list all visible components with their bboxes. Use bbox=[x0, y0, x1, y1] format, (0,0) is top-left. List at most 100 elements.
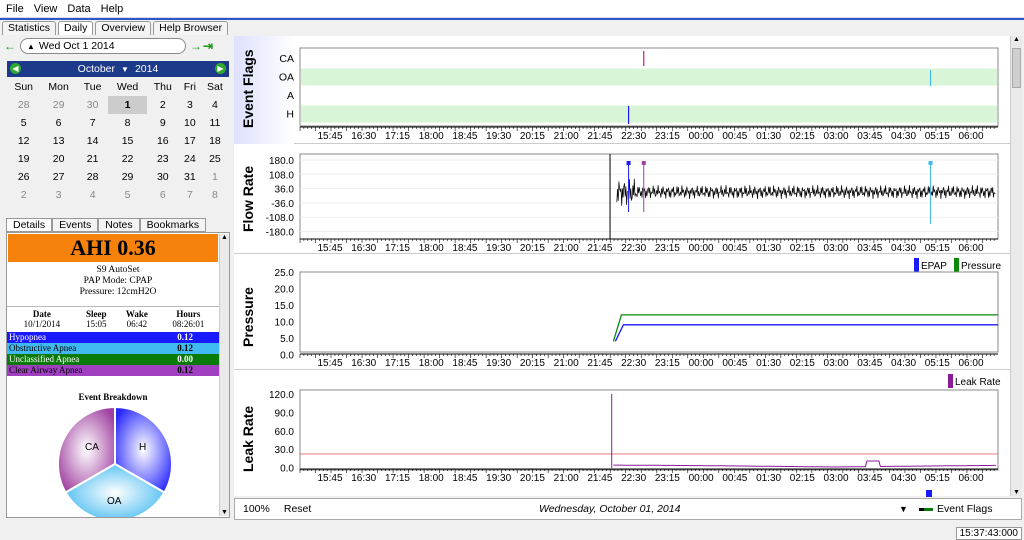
calendar-day[interactable]: 24 bbox=[184, 153, 196, 165]
calendar-day[interactable]: 7 bbox=[89, 117, 96, 129]
calendar-day[interactable]: 18 bbox=[209, 135, 221, 147]
calendar-day[interactable]: 5 bbox=[124, 189, 131, 201]
calendar-year[interactable]: 2014 bbox=[134, 63, 159, 75]
calendar-day[interactable]: 7 bbox=[186, 189, 193, 201]
menu-file[interactable]: File bbox=[6, 2, 24, 15]
calendar-day[interactable]: 12 bbox=[17, 135, 30, 147]
calendar-day[interactable]: 6 bbox=[55, 117, 62, 129]
next-month-icon[interactable]: ▶ bbox=[215, 63, 226, 74]
calendar-day[interactable]: 1 bbox=[108, 96, 147, 114]
menu-view[interactable]: View bbox=[33, 2, 58, 15]
date-picker[interactable]: ▲ Wed Oct 1 2014 bbox=[20, 38, 186, 54]
event-index-row[interactable]: Hypopnea 0.12 bbox=[7, 332, 219, 343]
calendar-day[interactable]: 25 bbox=[209, 153, 221, 165]
calendar-day[interactable]: 3 bbox=[55, 189, 62, 201]
sleep-table: Date Sleep Wake Hours 10/1/2014 15:05 06… bbox=[7, 306, 219, 329]
calendar-day[interactable]: 17 bbox=[184, 135, 196, 147]
calendar-day[interactable]: 3 bbox=[186, 99, 193, 111]
calendar-day[interactable]: 30 bbox=[86, 99, 99, 111]
graph-scroll-thumb[interactable] bbox=[1012, 48, 1021, 88]
calendar-day[interactable]: 21 bbox=[86, 153, 99, 165]
event-value: 0.00 bbox=[177, 354, 193, 364]
graph-dropdown-icon[interactable]: ▼ bbox=[899, 504, 908, 514]
calendar-day[interactable]: 1 bbox=[211, 171, 218, 183]
time-tick-label: 00:45 bbox=[722, 243, 747, 254]
prev-day-arrow-icon[interactable]: ← bbox=[4, 39, 16, 53]
time-tick-label: 21:00 bbox=[554, 358, 579, 369]
calendar-day[interactable]: 4 bbox=[211, 99, 218, 111]
y-tick-label: -180.0 bbox=[266, 228, 295, 239]
calendar-day[interactable]: 2 bbox=[159, 99, 166, 111]
graph-area: Event Flags CA OA A H 15:45 16:30 17:15 18:00 18… bbox=[234, 36, 1010, 496]
date-picker-value: Wed Oct 1 2014 bbox=[38, 40, 115, 52]
calendar-day[interactable]: 6 bbox=[159, 189, 166, 201]
time-tick-label: 00:45 bbox=[722, 131, 747, 142]
calendar-day[interactable]: 22 bbox=[121, 153, 134, 165]
event-index-row[interactable]: Unclassified Apnea 0.00 bbox=[7, 354, 219, 365]
calendar-day[interactable]: 8 bbox=[124, 117, 131, 129]
y-tick-label: -36.0 bbox=[271, 199, 294, 210]
details-scrollbar[interactable]: ▲ ▼ bbox=[219, 234, 229, 516]
leak-rate-graph: Leak Rate 120.0 90.0 60.0 30.0 0.0 15:45 16:30 1… bbox=[269, 374, 1001, 484]
scroll-up-icon[interactable]: ▲ bbox=[221, 234, 228, 241]
graph-scroll-up-icon[interactable]: ▲ bbox=[1013, 36, 1020, 43]
calendar-day[interactable]: 13 bbox=[52, 135, 65, 147]
calendar-month[interactable]: October bbox=[77, 63, 116, 75]
flag-row-label: CA bbox=[279, 53, 294, 65]
event-index-row[interactable]: Obstructive Apnea 0.12 bbox=[7, 343, 219, 354]
tab-daily[interactable]: Daily bbox=[58, 21, 94, 35]
time-tick-label: 21:00 bbox=[554, 473, 579, 484]
next-day-arrow-icon[interactable]: → bbox=[190, 39, 202, 53]
calendar-day[interactable]: 5 bbox=[20, 117, 27, 129]
y-tick-label: 36.0 bbox=[275, 185, 295, 196]
tab-help-browser[interactable]: Help Browser bbox=[153, 21, 229, 35]
prev-month-icon[interactable]: ◀ bbox=[10, 63, 21, 74]
pressure-setting: Pressure: 12cmH2O bbox=[79, 287, 157, 297]
flow-h-marker bbox=[626, 161, 631, 165]
plot-frame bbox=[299, 153, 999, 240]
calendar-day[interactable]: 28 bbox=[86, 171, 99, 183]
graph-selector[interactable]: Event Flags bbox=[937, 503, 993, 515]
graph-scroll-down-icon[interactable]: ▼ bbox=[1013, 489, 1020, 496]
calendar-day[interactable]: 19 bbox=[17, 153, 30, 165]
calendar-day[interactable]: 20 bbox=[52, 153, 65, 165]
flag-row-label: A bbox=[287, 90, 294, 102]
tab-overview[interactable]: Overview bbox=[95, 21, 152, 35]
pap-mode: PAP Mode: CPAP bbox=[83, 276, 153, 286]
reset-button[interactable]: Reset bbox=[283, 503, 312, 515]
event-index-row[interactable]: Clear Airway Apnea 0.12 bbox=[7, 365, 219, 376]
calendar-day[interactable]: 27 bbox=[52, 171, 65, 183]
calendar-day[interactable]: 23 bbox=[156, 153, 169, 165]
last-day-arrow-icon[interactable]: ⇥ bbox=[202, 39, 214, 53]
calendar-day[interactable]: 29 bbox=[121, 171, 134, 183]
y-tick-label: 120.0 bbox=[269, 390, 294, 401]
tab-bookmarks[interactable]: Bookmarks bbox=[139, 218, 207, 232]
tab-events[interactable]: Events bbox=[52, 218, 99, 232]
calendar-day[interactable]: 2 bbox=[20, 189, 27, 201]
calendar-day[interactable]: 11 bbox=[209, 117, 221, 129]
calendar-day[interactable]: 8 bbox=[211, 189, 218, 201]
month-dropdown-icon[interactable]: ▼ bbox=[121, 64, 129, 74]
calendar-day[interactable]: 15 bbox=[121, 135, 134, 147]
calendar-day[interactable]: 28 bbox=[17, 99, 30, 111]
menu-help[interactable]: Help bbox=[100, 2, 124, 15]
calendar-day[interactable]: 26 bbox=[17, 171, 30, 183]
calendar-day[interactable]: 14 bbox=[86, 135, 99, 147]
graph-scrollbar[interactable]: ▲ ▼ bbox=[1010, 36, 1022, 496]
collapse-triangle-icon[interactable]: ▲ bbox=[27, 41, 35, 51]
calendar-day[interactable]: 29 bbox=[52, 99, 65, 111]
scroll-down-icon[interactable]: ▼ bbox=[221, 509, 228, 516]
calendar-day[interactable]: 30 bbox=[156, 171, 169, 183]
calendar-day[interactable]: 31 bbox=[184, 171, 196, 183]
calendar-day[interactable]: 4 bbox=[89, 189, 96, 201]
tab-statistics[interactable]: Statistics bbox=[2, 21, 57, 35]
tab-notes[interactable]: Notes bbox=[98, 218, 140, 232]
menu-data[interactable]: Data bbox=[67, 2, 91, 15]
time-tick-label: 03:00 bbox=[824, 358, 849, 369]
tab-details[interactable]: Details bbox=[6, 218, 53, 232]
legend-pressure-swatch bbox=[954, 258, 959, 272]
calendar-day[interactable]: 10 bbox=[184, 117, 196, 129]
calendar-day[interactable]: 16 bbox=[156, 135, 169, 147]
time-tick-label: 21:00 bbox=[554, 243, 579, 254]
calendar-day[interactable]: 9 bbox=[159, 117, 166, 129]
